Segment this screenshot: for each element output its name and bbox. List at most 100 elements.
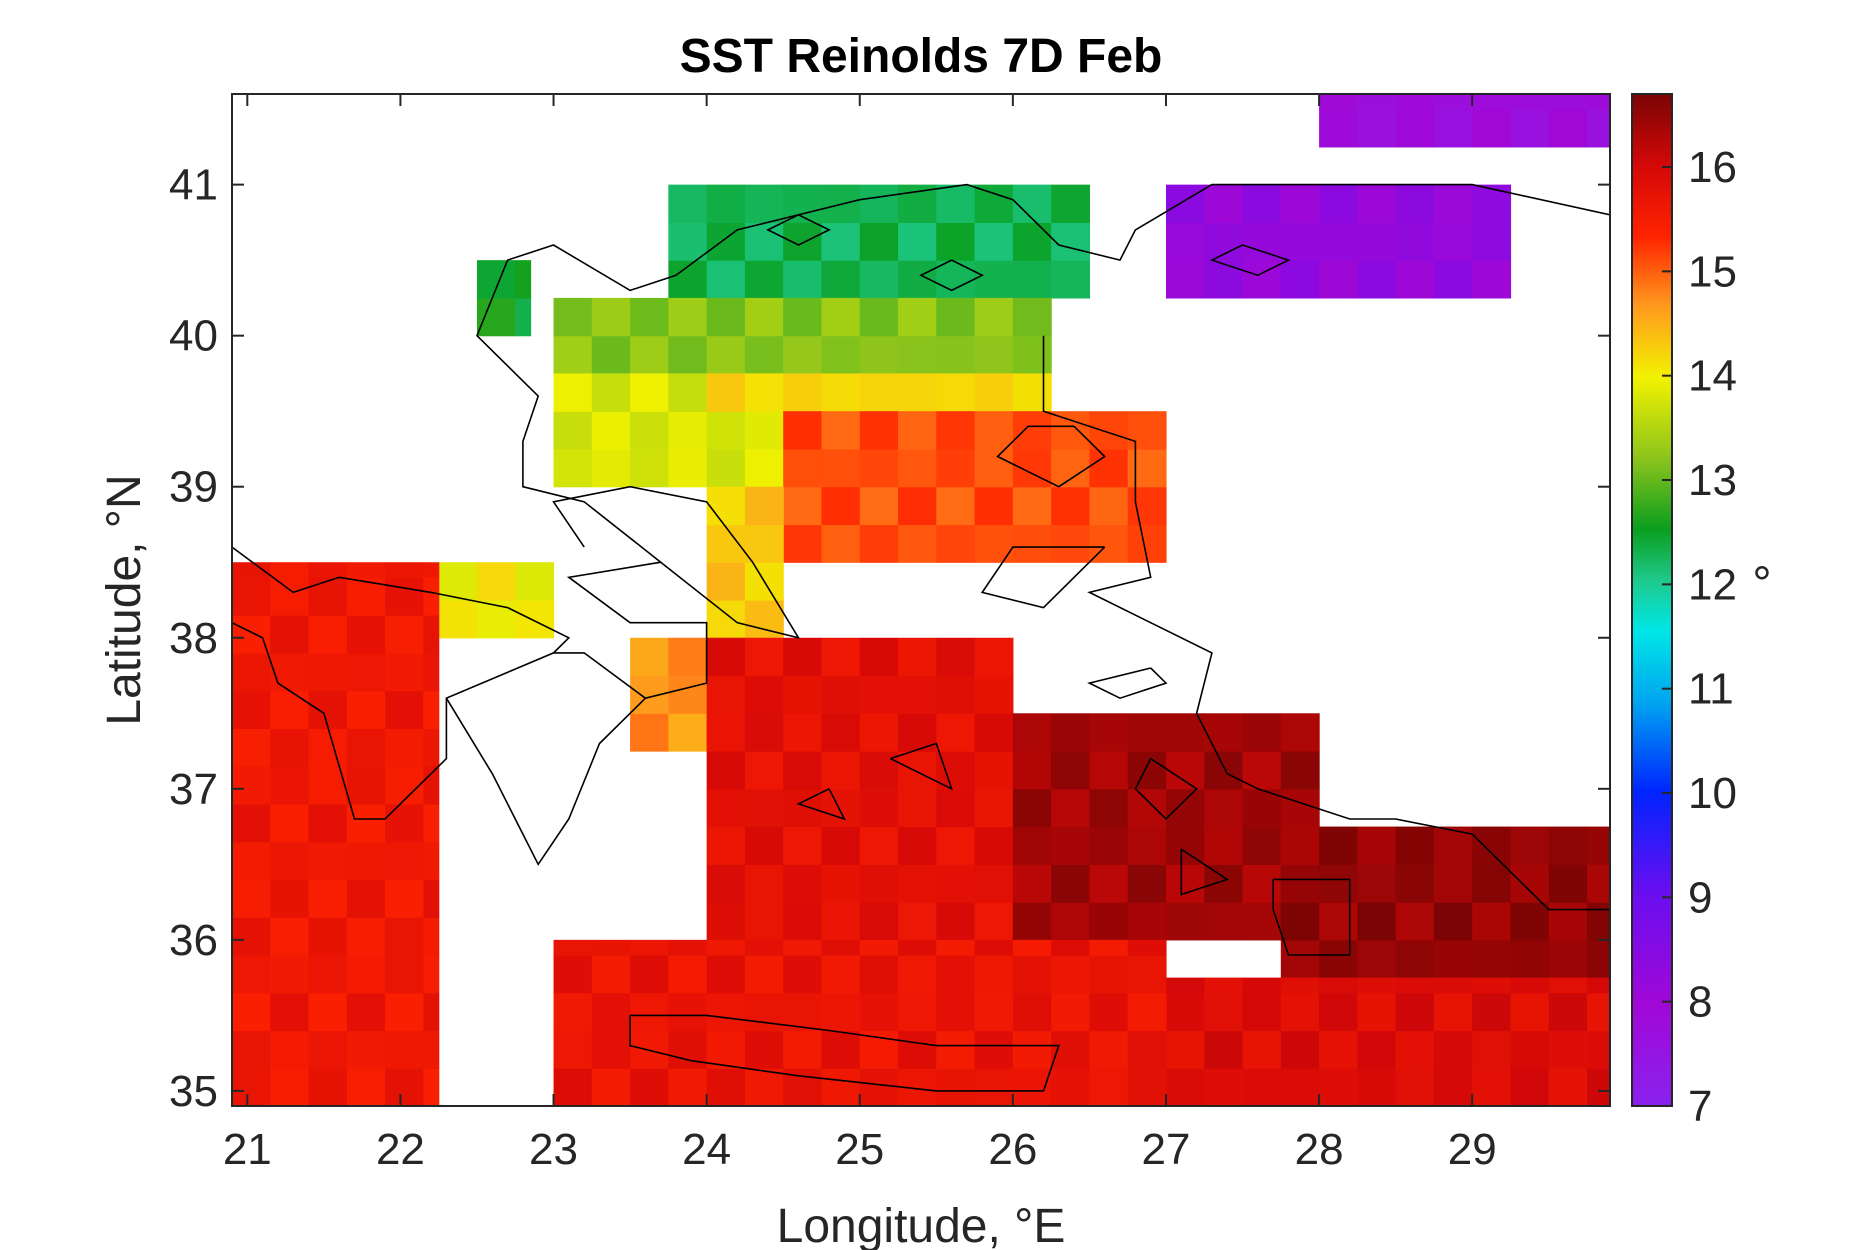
sst-cell (1548, 864, 1588, 903)
sst-cell (859, 411, 899, 450)
sst-cell (1242, 864, 1282, 903)
sst-cell (974, 954, 1014, 994)
sst-cell (1012, 524, 1052, 563)
sst-cell (936, 297, 976, 337)
sst-cell (783, 675, 823, 714)
colorbar (1631, 93, 1673, 1107)
sst-cell (1089, 992, 1129, 1032)
sst-cell (1395, 184, 1435, 223)
sst-cell (744, 1068, 784, 1106)
y-axis-label: Latitude, °N (98, 474, 151, 725)
sst-cell (974, 184, 1014, 223)
sst-heatmap (232, 94, 1610, 1106)
sst-cell (308, 917, 348, 956)
sst-cell (515, 562, 555, 601)
sst-cell (1127, 992, 1167, 1032)
colorbar-ticks: 7 8 9 10 11 12 13 14 15 16 (1662, 143, 1737, 1131)
sst-cell (859, 675, 899, 714)
x-tick-label: 24 (682, 1125, 731, 1174)
sst-cell (1319, 1068, 1358, 1106)
sst-cell (936, 637, 976, 677)
sst-cell (423, 728, 440, 767)
sst-cell (936, 992, 976, 1032)
sst-cell (232, 992, 271, 1032)
sst-region-cretan-sea (553, 939, 1167, 1106)
sst-cell (898, 751, 937, 790)
sst-cell (1012, 448, 1052, 488)
sst-cell (630, 297, 669, 337)
sst-cell (308, 803, 348, 843)
sst-cell (270, 1068, 310, 1106)
sst-cell (974, 902, 1014, 941)
sst-cell (668, 222, 708, 261)
sst-cell (515, 260, 532, 299)
sst-cell (1587, 109, 1610, 148)
sst-cell (1433, 864, 1473, 903)
sst-cell (1127, 939, 1167, 956)
sst-cell (1548, 826, 1588, 865)
sst-cell (783, 260, 823, 299)
sst-cell (821, 992, 861, 1032)
sst-cell (1472, 109, 1512, 148)
sst-cell (232, 728, 271, 767)
sst-cell (974, 260, 1014, 299)
sst-cell (936, 411, 976, 450)
sst-cell (859, 1068, 899, 1106)
sst-cell (423, 992, 440, 1032)
sst-cell (974, 448, 1014, 488)
sst-cell (974, 411, 1014, 450)
colorbar-label: ° (1752, 558, 1771, 611)
sst-cell (706, 562, 746, 601)
sst-cell (1395, 902, 1435, 941)
sst-cell (1395, 826, 1435, 865)
sst-cell (1395, 864, 1435, 903)
sst-cell (706, 788, 746, 828)
sst-cell (1089, 954, 1129, 994)
sst-cell (744, 954, 784, 994)
sst-cell (821, 335, 861, 375)
coastline-segment (476, 183, 1610, 699)
sst-cell (1319, 939, 1358, 979)
sst-cell (1395, 109, 1435, 148)
sst-cell (1357, 260, 1397, 299)
sst-cell (630, 637, 669, 677)
sst-cell (859, 751, 899, 790)
sst-cell (744, 675, 784, 714)
sst-cell (1012, 184, 1052, 223)
sst-cell (783, 864, 823, 903)
sst-cell (1548, 992, 1588, 1032)
sst-cell (1548, 1030, 1588, 1069)
sst-cell (270, 652, 310, 692)
sst-cell (1510, 977, 1550, 994)
sst-cell (270, 954, 310, 994)
sst-cell (423, 954, 440, 994)
sst-cell (744, 448, 784, 488)
sst-cell (1433, 902, 1473, 941)
sst-cell (385, 690, 424, 729)
x-tick-label: 28 (1295, 1125, 1344, 1174)
sst-cell (385, 728, 424, 767)
sst-cell (1012, 486, 1052, 526)
sst-cell (706, 297, 746, 337)
sst-cell (1510, 1068, 1550, 1106)
sst-cell (270, 841, 310, 881)
sst-cell (553, 448, 593, 488)
sst-cell (859, 992, 899, 1032)
sst-cell (630, 448, 669, 488)
sst-cell (346, 615, 386, 654)
sst-cell (1051, 222, 1091, 261)
sst-cell (783, 902, 823, 941)
sst-cell (783, 335, 823, 375)
x-tick-label: 29 (1448, 1125, 1497, 1174)
sst-cell (591, 411, 631, 450)
sst-cell (1433, 992, 1473, 1032)
sst-cell (859, 637, 899, 677)
sst-cell (346, 879, 386, 918)
sst-cell (423, 577, 440, 616)
sst-cell (898, 788, 937, 828)
sst-cell (553, 373, 593, 412)
sst-region-central-north-aegean (706, 373, 1052, 412)
sst-cell (1433, 1068, 1473, 1106)
sst-cell (1280, 184, 1320, 223)
sst-cell (1357, 864, 1397, 903)
